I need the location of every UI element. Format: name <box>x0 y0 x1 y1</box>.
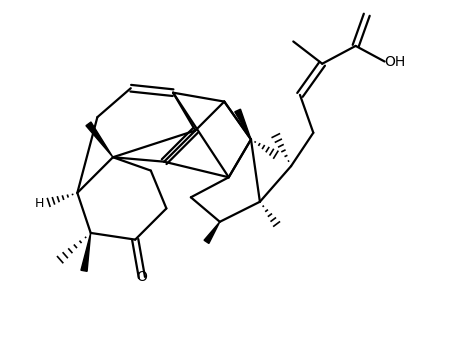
Polygon shape <box>204 222 220 243</box>
Polygon shape <box>235 109 251 139</box>
Text: O: O <box>136 270 147 284</box>
Polygon shape <box>81 233 91 271</box>
Text: OH: OH <box>385 55 406 69</box>
Polygon shape <box>86 122 113 157</box>
Text: H: H <box>34 197 44 210</box>
